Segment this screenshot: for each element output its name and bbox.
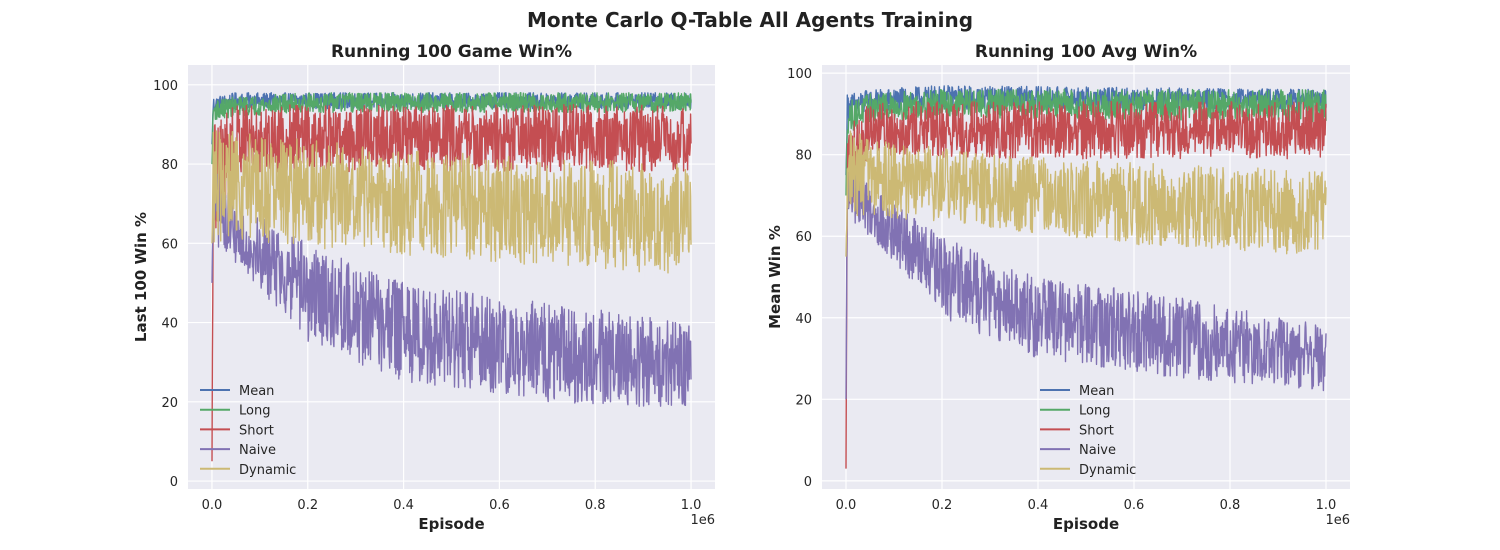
legend-label-mean: Mean [1079,384,1114,399]
y-tick-label: 100 [787,67,812,82]
x-axis-label: Episode [418,515,484,533]
y-tick-label: 0 [804,475,812,490]
legend-label-dynamic: Dynamic [1079,463,1136,478]
y-tick-label: 80 [795,149,812,164]
legend-label-short: Short [239,423,274,438]
series-line-dynamic [211,130,692,274]
x-offset-label: 1e6 [1325,513,1350,528]
y-tick-label: 40 [795,312,812,327]
x-tick-label: 0.2 [932,498,953,513]
series-group [211,92,692,462]
x-axis-label: Episode [1053,515,1119,533]
x-tick-label: 0.4 [393,498,414,513]
legend-label-long: Long [239,404,270,419]
chart-title: Running 100 Game Win% [331,42,572,62]
x-offset-label: 1e6 [690,513,715,528]
chart-panel-avg-win: 0.0 0.2 0.4 0.6 0.8 1.0 0 20 40 60 80 100 1e6 Running… [766,42,1350,533]
x-tick-label: 0.6 [1124,498,1145,513]
y-tick-label: 60 [161,237,178,252]
legend-label-long: Long [1079,404,1110,419]
x-tick-label: 0.6 [489,498,510,513]
series-line-short [845,101,1327,469]
legend-label-naive: Naive [1079,443,1116,458]
x-tick-label: 0.8 [585,498,606,513]
y-tick-label: 0 [170,475,178,490]
legend-label-naive: Naive [239,443,276,458]
figure-suptitle: Monte Carlo Q-Table All Agents Training [527,8,973,32]
y-axis-label: Mean Win % [766,225,784,329]
y-axis-label: Last 100 Win % [132,212,150,342]
series-line-naive [211,173,692,407]
x-tick-label: 1.0 [681,498,702,513]
y-tick-label: 100 [153,79,178,94]
series-line-long [211,92,692,165]
x-tick-label: 0.2 [297,498,318,513]
x-tick-label: 0.0 [202,498,223,513]
legend-label-mean: Mean [239,384,274,399]
y-tick-label: 20 [795,393,812,408]
y-tick-label: 20 [161,396,178,411]
y-tick-label: 80 [161,158,178,173]
legend-label-dynamic: Dynamic [239,463,296,478]
x-tick-label: 1.0 [1316,498,1337,513]
x-tick-label: 0.0 [836,498,857,513]
series-line-dynamic [845,130,1327,257]
chart-title: Running 100 Avg Win% [975,42,1197,62]
series-group [845,85,1327,469]
chart-panel-game-win: 0.0 0.2 0.4 0.6 0.8 1.0 0 20 40 60 80 100 1e6 Running… [132,42,715,533]
legend: Mean Long Short Naive Dynamic [200,384,296,478]
x-tick-label: 0.4 [1028,498,1049,513]
legend-label-short: Short [1079,423,1114,438]
series-line-short [211,103,692,462]
series-line-naive [845,157,1327,400]
x-tick-label: 0.8 [1220,498,1241,513]
y-tick-label: 40 [161,317,178,332]
y-tick-label: 60 [795,230,812,245]
legend: Mean Long Short Naive Dynamic [1040,384,1136,478]
